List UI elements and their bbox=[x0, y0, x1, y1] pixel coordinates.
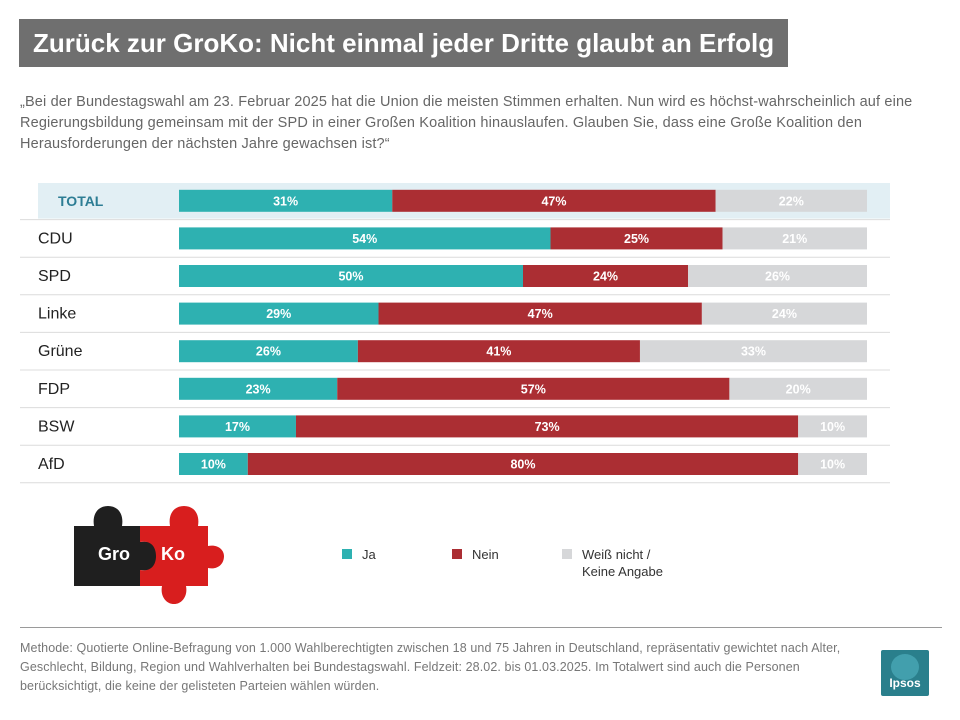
data-label-gr-ne-nein: 41% bbox=[486, 345, 511, 359]
category-label-fdp: FDP bbox=[38, 381, 70, 398]
bar-gr-ne-ja bbox=[179, 340, 358, 363]
data-label-total-ja: 31% bbox=[273, 194, 298, 208]
data-label-linke-weiss-nicht: 24% bbox=[772, 307, 797, 321]
data-label-linke-nein: 47% bbox=[528, 307, 553, 321]
bar-bsw-nein bbox=[295, 415, 799, 438]
puzzle-piece-red bbox=[140, 506, 224, 604]
legend-label-ja: Ja bbox=[362, 547, 376, 562]
legend-label-weiss-nicht-line1: Weiß nicht / bbox=[582, 547, 651, 562]
bar-total-ja bbox=[179, 189, 393, 212]
data-label-bsw-ja: 17% bbox=[225, 420, 250, 434]
category-label-linke: Linke bbox=[38, 306, 76, 323]
survey-question: „Bei der Bundestagswahl am 23. Februar 2… bbox=[20, 94, 913, 152]
legend-label-nein: Nein bbox=[472, 547, 499, 562]
data-label-afd-ja: 10% bbox=[201, 458, 226, 472]
bar-afd-nein bbox=[247, 453, 799, 475]
data-label-spd-weiss-nicht: 26% bbox=[765, 270, 790, 284]
data-label-fdp-nein: 57% bbox=[521, 382, 546, 396]
bar-linke-weiss-nicht bbox=[701, 302, 867, 325]
data-label-fdp-weiss-nicht: 20% bbox=[786, 382, 811, 396]
bar-gr-ne-weiss-nicht bbox=[639, 340, 867, 363]
data-label-afd-nein: 80% bbox=[510, 458, 535, 472]
puzzle-label-gro: Gro bbox=[98, 544, 130, 564]
category-label-total: TOTAL bbox=[58, 193, 104, 209]
data-label-spd-nein: 24% bbox=[593, 270, 618, 284]
data-label-bsw-weiss-nicht: 10% bbox=[820, 420, 845, 434]
bar-afd-ja bbox=[179, 453, 248, 475]
bar-total-nein bbox=[392, 189, 716, 212]
category-label-spd: SPD bbox=[38, 268, 71, 285]
bar-cdu-nein bbox=[550, 227, 723, 250]
data-label-cdu-ja: 54% bbox=[352, 232, 377, 246]
bar-cdu-weiss-nicht bbox=[722, 227, 867, 250]
data-label-total-weiss-nicht: 22% bbox=[779, 194, 804, 208]
data-label-linke-ja: 29% bbox=[266, 307, 291, 321]
bar-spd-ja bbox=[179, 265, 523, 287]
bar-bsw-ja bbox=[179, 415, 296, 438]
legend-item-weiss-nicht: Weiß nicht / Keine Angabe bbox=[562, 546, 663, 580]
legend-label-weiss-nicht-line2: Keine Angabe bbox=[582, 564, 663, 579]
bar-total-weiss-nicht bbox=[715, 189, 867, 212]
methodology-note: Methode: Quotierte Online-Befragung von … bbox=[20, 641, 841, 693]
data-label-bsw-nein: 73% bbox=[535, 420, 560, 434]
ipsos-logo-text: Ipsos bbox=[889, 676, 921, 690]
bar-fdp-weiss-nicht bbox=[729, 377, 867, 400]
bar-fdp-ja bbox=[179, 377, 338, 400]
chart-title: Zurück zur GroKo: Nicht einmal jeder Dri… bbox=[19, 19, 789, 67]
puzzle-label-ko: Ko bbox=[161, 544, 185, 564]
bar-cdu-ja bbox=[179, 227, 551, 250]
stacked-bar-chart: TOTAL 31% 47% 22% CDU 54% 25% 21% SPD 50% 24% 26% Li… bbox=[20, 183, 890, 484]
legend-swatch-nein bbox=[452, 549, 462, 559]
category-label-cdu: CDU bbox=[38, 230, 73, 247]
bar-gr-ne-nein bbox=[357, 340, 640, 363]
bar-linke-nein bbox=[378, 302, 702, 325]
bar-spd-nein bbox=[523, 265, 689, 287]
data-label-fdp-ja: 23% bbox=[246, 382, 271, 396]
legend-swatch-weiss-nicht bbox=[562, 549, 572, 559]
groko-puzzle-icon: Gro Ko bbox=[74, 506, 224, 604]
bar-bsw-weiss-nicht bbox=[798, 415, 867, 438]
category-label-afd: AfD bbox=[38, 456, 65, 473]
bar-spd-weiss-nicht bbox=[688, 265, 867, 287]
bar-fdp-nein bbox=[337, 377, 730, 400]
puzzle-piece-black bbox=[74, 506, 160, 586]
footer-divider bbox=[20, 627, 942, 628]
legend-item-nein: Nein bbox=[452, 546, 499, 563]
data-label-cdu-weiss-nicht: 21% bbox=[782, 232, 807, 246]
data-label-afd-weiss-nicht: 10% bbox=[820, 458, 845, 472]
data-label-gr-ne-ja: 26% bbox=[256, 345, 281, 359]
category-label-gr-ne: Grüne bbox=[38, 343, 83, 360]
bar-linke-ja bbox=[179, 302, 379, 325]
ipsos-logo: Ipsos bbox=[881, 650, 929, 696]
data-label-cdu-nein: 25% bbox=[624, 232, 649, 246]
legend-item-ja: Ja bbox=[342, 546, 376, 563]
bar-afd-weiss-nicht bbox=[798, 453, 867, 475]
category-label-bsw: BSW bbox=[38, 418, 75, 435]
legend-swatch-ja bbox=[342, 549, 352, 559]
data-label-gr-ne-weiss-nicht: 33% bbox=[741, 345, 766, 359]
data-label-spd-ja: 50% bbox=[338, 270, 363, 284]
data-label-total-nein: 47% bbox=[541, 194, 566, 208]
ipsos-logo-shape bbox=[891, 654, 919, 680]
